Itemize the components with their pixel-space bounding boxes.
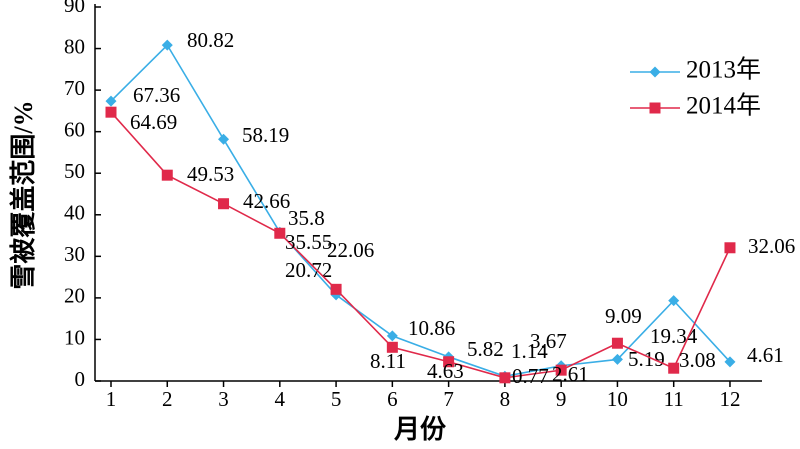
- marker: [218, 133, 230, 145]
- x-tick-label: 9: [556, 387, 567, 411]
- data-label: 9.09: [605, 304, 642, 328]
- data-label: 32.06: [748, 234, 795, 258]
- data-label: 4.63: [427, 359, 464, 383]
- y-axis-label: 雪被覆盖范围/%: [8, 100, 38, 289]
- marker: [161, 169, 173, 181]
- marker: [724, 356, 736, 368]
- data-label: 0.77: [512, 364, 549, 388]
- data-label: 5.82: [467, 337, 504, 361]
- x-tick-label: 12: [719, 387, 740, 411]
- marker: [105, 106, 117, 118]
- x-tick-label: 6: [387, 387, 398, 411]
- data-label: 58.19: [242, 123, 289, 147]
- x-tick-label: 4: [275, 387, 286, 411]
- series-line: [110, 43, 731, 378]
- x-tick-label: 7: [443, 387, 454, 411]
- x-tick-label: 3: [218, 387, 229, 411]
- data-label: 4.61: [747, 343, 784, 367]
- data-label: 3.08: [679, 348, 716, 372]
- data-label: 67.36: [133, 83, 180, 107]
- data-label: 10.86: [408, 316, 455, 340]
- data-label: 64.69: [130, 110, 177, 134]
- data-label: 49.53: [187, 162, 234, 186]
- data-label: 3.67: [530, 329, 567, 353]
- marker: [611, 337, 623, 349]
- legend-label: 2014年: [686, 92, 761, 120]
- data-label: 35.55: [285, 230, 332, 254]
- x-axis-label: 月份: [393, 415, 446, 444]
- marker: [555, 364, 567, 376]
- y-tick-label: 90: [64, 0, 85, 17]
- x-tick-label: 11: [664, 387, 684, 411]
- data-label: 1.14: [511, 339, 548, 363]
- marker: [330, 283, 342, 295]
- data-label: 8.11: [370, 349, 406, 373]
- y-tick-label: 70: [64, 76, 85, 100]
- marker: [499, 372, 511, 384]
- legend-label: 2013年: [686, 56, 761, 84]
- data-label: 35.8: [288, 206, 325, 230]
- marker: [274, 227, 286, 239]
- marker: [443, 356, 455, 368]
- data-label: 22.06: [327, 238, 374, 262]
- marker: [724, 242, 736, 254]
- data-label: 80.82: [187, 28, 234, 52]
- data-label: 19.34: [650, 324, 698, 348]
- x-tick-label: 10: [607, 387, 628, 411]
- data-label: 2.61: [552, 362, 589, 386]
- series-line: [110, 111, 731, 379]
- marker: [649, 66, 661, 78]
- y-tick-label: 0: [75, 367, 86, 391]
- marker: [649, 102, 661, 114]
- marker: [105, 95, 117, 107]
- marker: [668, 295, 680, 307]
- x-tick-label: 1: [106, 387, 117, 411]
- x-tick-label: 8: [500, 387, 511, 411]
- y-tick-label: 30: [64, 242, 85, 266]
- marker: [218, 198, 230, 210]
- y-tick-label: 80: [64, 34, 85, 58]
- marker: [386, 341, 398, 353]
- y-tick-label: 40: [64, 201, 85, 225]
- marker: [386, 330, 398, 342]
- x-tick-label: 5: [331, 387, 342, 411]
- y-tick-label: 60: [64, 117, 85, 141]
- y-tick-label: 10: [64, 325, 85, 349]
- marker: [161, 39, 173, 51]
- marker: [668, 362, 680, 374]
- marker: [611, 353, 623, 365]
- y-tick-label: 20: [64, 284, 85, 308]
- x-tick-label: 2: [162, 387, 173, 411]
- data-label: 42.66: [243, 189, 290, 213]
- y-tick-label: 50: [64, 159, 85, 183]
